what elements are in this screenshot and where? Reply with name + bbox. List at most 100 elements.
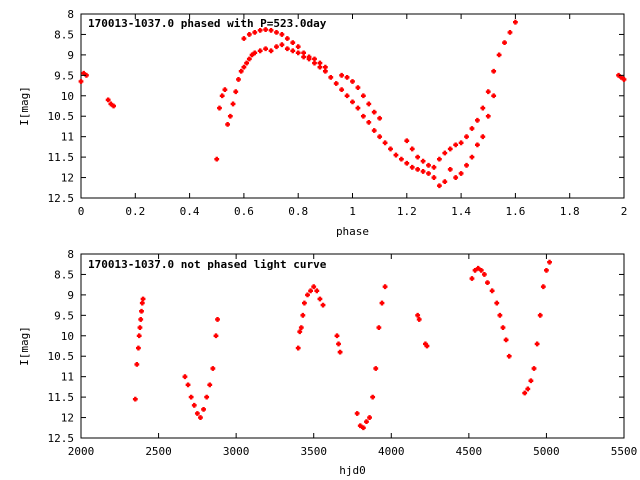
x-tick-label: 4000 bbox=[378, 445, 405, 458]
data-point bbox=[431, 175, 437, 180]
data-point bbox=[525, 386, 531, 392]
y-tick-label: 8 bbox=[67, 248, 74, 261]
plot-title: 170013-1037.0 not phased light curve bbox=[88, 258, 327, 271]
data-point bbox=[225, 122, 231, 127]
data-point bbox=[355, 105, 361, 111]
data-point bbox=[301, 54, 307, 60]
data-point bbox=[420, 158, 426, 164]
data-point bbox=[268, 27, 274, 33]
data-point bbox=[333, 81, 339, 86]
data-point bbox=[134, 362, 140, 367]
data-point bbox=[295, 44, 301, 50]
data-point bbox=[496, 52, 502, 58]
data-point bbox=[214, 156, 220, 162]
data-point bbox=[481, 272, 487, 277]
data-point bbox=[222, 87, 228, 93]
data-point bbox=[426, 171, 431, 176]
data-point bbox=[312, 56, 317, 62]
data-point bbox=[494, 300, 500, 306]
data-point bbox=[547, 259, 552, 265]
data-point bbox=[236, 77, 241, 82]
y-tick-label: 12 bbox=[61, 172, 74, 185]
data-point bbox=[317, 60, 323, 66]
y-tick-label: 8.5 bbox=[54, 28, 74, 41]
x-tick-label: 0 bbox=[78, 205, 85, 218]
data-point bbox=[297, 329, 303, 335]
data-point bbox=[279, 42, 285, 48]
data-point bbox=[279, 32, 285, 37]
data-point bbox=[328, 74, 334, 80]
x-axis-title: phase bbox=[336, 225, 369, 238]
x-tick-label: 1.2 bbox=[397, 205, 417, 218]
data-point bbox=[257, 48, 263, 54]
data-point bbox=[367, 415, 372, 420]
data-point bbox=[458, 140, 464, 146]
data-point bbox=[371, 128, 377, 133]
x-tick-label: 4500 bbox=[456, 445, 483, 458]
data-point bbox=[382, 140, 388, 146]
data-point bbox=[393, 152, 399, 158]
data-point bbox=[219, 93, 225, 99]
x-tick-label: 0.8 bbox=[288, 205, 308, 218]
phased-light-curve-panel: 0 0.2 0.4 0.6 0.8 1 1.2 1.4 1.6 1.8 2 8 8.5 9 9.5 10 10… bbox=[18, 8, 627, 238]
data-point bbox=[376, 325, 382, 330]
data-point bbox=[377, 115, 383, 121]
data-point bbox=[306, 54, 312, 60]
data-point bbox=[136, 333, 142, 339]
data-point bbox=[132, 396, 138, 402]
data-point bbox=[191, 402, 197, 408]
data-point bbox=[371, 109, 377, 115]
y-tick-layer: 8 8.5 9 9.5 10 10.5 11 11.5 12 12.5 bbox=[48, 8, 624, 205]
data-point bbox=[290, 40, 296, 46]
data-point bbox=[300, 312, 306, 318]
data-point bbox=[480, 105, 486, 111]
data-point bbox=[469, 126, 475, 131]
y-tick-label: 12.5 bbox=[48, 432, 75, 445]
y-tick-label: 10.5 bbox=[48, 110, 75, 123]
data-point bbox=[246, 32, 252, 37]
data-point bbox=[241, 64, 247, 70]
data-point bbox=[398, 156, 404, 162]
data-point bbox=[290, 48, 296, 54]
data-point bbox=[489, 288, 495, 294]
data-point bbox=[485, 113, 491, 119]
data-point bbox=[360, 113, 366, 119]
data-point bbox=[621, 77, 627, 82]
x-tick-label: 2 bbox=[621, 205, 628, 218]
data-point bbox=[334, 333, 340, 339]
data-point bbox=[246, 56, 252, 62]
data-point bbox=[139, 308, 144, 314]
data-point bbox=[274, 44, 279, 50]
data-point bbox=[182, 374, 188, 380]
x-tick-layer: 0 0.2 0.4 0.6 0.8 1 1.2 1.4 1.6 1.8 2 bbox=[78, 14, 628, 218]
data-point bbox=[370, 394, 376, 400]
data-point bbox=[464, 162, 469, 168]
data-point bbox=[230, 101, 236, 107]
data-point bbox=[388, 146, 393, 152]
data-point bbox=[314, 288, 320, 294]
data-point bbox=[453, 142, 459, 148]
y-tick-label: 11 bbox=[61, 371, 74, 384]
data-point bbox=[317, 64, 323, 70]
data-point bbox=[357, 423, 363, 429]
data-point bbox=[284, 36, 290, 41]
data-point bbox=[207, 382, 213, 388]
data-point bbox=[302, 300, 307, 306]
x-tick-label: 3500 bbox=[300, 445, 327, 458]
data-point bbox=[241, 36, 247, 41]
data-point bbox=[78, 79, 84, 84]
data-point bbox=[373, 366, 379, 371]
data-point bbox=[298, 325, 304, 330]
data-point bbox=[480, 134, 486, 140]
data-point bbox=[507, 30, 513, 35]
data-point bbox=[364, 419, 369, 425]
data-point bbox=[188, 394, 194, 400]
data-point bbox=[227, 113, 233, 119]
data-point bbox=[464, 134, 469, 140]
data-point bbox=[382, 284, 388, 290]
data-point bbox=[213, 333, 219, 339]
x-tick-label: 2000 bbox=[68, 445, 95, 458]
data-point bbox=[415, 166, 421, 172]
data-point bbox=[284, 46, 290, 52]
data-point bbox=[354, 411, 360, 416]
